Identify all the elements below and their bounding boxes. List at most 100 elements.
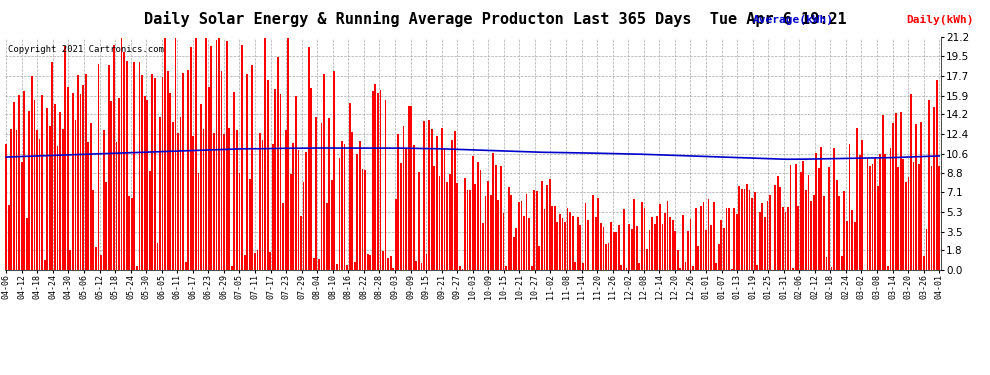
Bar [174,38,176,270]
Bar [648,230,650,270]
Bar [721,220,723,270]
Bar [190,46,192,270]
Bar [651,217,653,270]
Bar [103,130,105,270]
Bar [716,263,717,270]
Bar [931,165,933,270]
Bar [305,152,307,270]
Bar [182,73,184,270]
Bar [442,128,443,270]
Bar [726,208,728,270]
Bar [251,65,253,270]
Bar [144,96,146,270]
Bar [831,267,833,270]
Bar [87,142,89,270]
Bar [51,62,53,270]
Bar [851,210,853,270]
Bar [487,180,489,270]
Bar [5,144,7,270]
Bar [92,190,94,270]
Bar [42,95,43,270]
Bar [700,206,702,270]
Bar [915,124,917,270]
Bar [890,148,891,270]
Bar [118,98,120,270]
Bar [377,93,379,270]
Bar [248,179,250,270]
Bar [456,183,458,270]
Bar [429,120,430,270]
Bar [866,158,868,270]
Bar [805,190,807,270]
Bar [274,88,276,270]
Bar [769,195,771,270]
Bar [836,180,838,270]
Bar [405,148,407,270]
Bar [751,198,753,270]
Bar [95,248,97,270]
Bar [503,213,504,270]
Bar [379,90,381,270]
Bar [869,166,871,270]
Bar [939,166,940,270]
Bar [323,74,325,270]
Bar [98,64,99,270]
Bar [629,224,630,270]
Bar [261,140,263,270]
Bar [236,130,238,270]
Bar [623,209,625,270]
Bar [298,150,299,270]
Bar [36,129,38,270]
Bar [366,254,368,270]
Bar [111,101,112,270]
Bar [928,100,930,270]
Bar [843,191,845,270]
Bar [553,207,555,270]
Bar [708,199,710,270]
Bar [810,201,812,270]
Bar [223,134,225,270]
Bar [351,132,353,270]
Bar [16,130,18,270]
Bar [559,214,560,270]
Bar [459,266,460,270]
Bar [321,123,323,270]
Bar [608,243,610,270]
Bar [661,224,663,270]
Bar [766,201,768,270]
Bar [508,187,510,270]
Bar [516,228,517,270]
Bar [566,208,568,270]
Bar [595,217,597,270]
Bar [495,165,497,270]
Bar [269,252,271,270]
Bar [505,266,507,270]
Bar [211,46,212,270]
Bar [339,158,341,270]
Bar [741,189,742,270]
Bar [21,162,23,270]
Bar [47,108,49,270]
Bar [531,266,533,270]
Bar [451,140,453,270]
Bar [105,182,107,270]
Bar [161,77,163,270]
Bar [44,260,46,270]
Bar [748,190,750,270]
Bar [334,71,336,270]
Bar [166,71,168,270]
Bar [318,259,320,270]
Bar [621,265,623,270]
Bar [882,115,884,270]
Bar [8,205,10,270]
Bar [713,201,715,270]
Bar [718,244,720,270]
Bar [936,80,938,270]
Bar [544,209,545,270]
Bar [666,201,668,270]
Bar [874,159,876,270]
Bar [877,186,878,270]
Bar [164,38,166,270]
Bar [403,126,405,270]
Bar [641,202,643,270]
